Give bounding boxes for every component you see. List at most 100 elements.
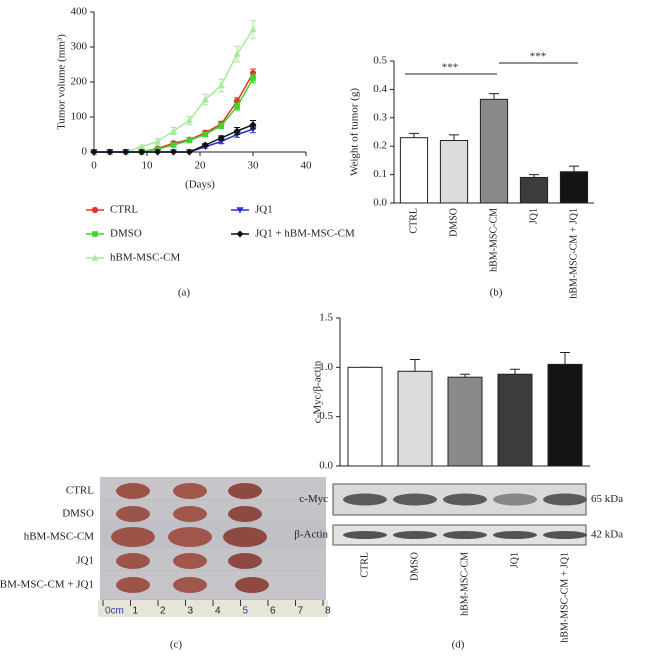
marker (170, 148, 177, 156)
panel-label: (c) (170, 639, 183, 651)
bar (547, 363, 583, 467)
marker (92, 231, 98, 237)
blot-band (543, 531, 587, 539)
tumor (116, 506, 150, 522)
marker (91, 206, 99, 214)
error-bar (410, 358, 420, 372)
marker (249, 126, 257, 133)
y-tick-label: 1.5 (319, 312, 333, 324)
error-bar (569, 165, 579, 172)
x-tick-label: hBM-MSC-CM + JQ1 (559, 552, 570, 643)
ruler-label: 6 (270, 606, 276, 617)
marker (154, 148, 162, 156)
x-tick-label: 30 (248, 160, 260, 172)
marker (170, 142, 177, 148)
row-label: DMSO (62, 508, 94, 520)
y-axis-label: c-Myc/β-actin (312, 360, 324, 423)
legend-label: CTRL (110, 204, 138, 216)
y-tick-label: 0.4 (373, 83, 387, 95)
legend-label: JQ1 + hBM-MSC-CM (255, 228, 355, 240)
marker (138, 148, 146, 156)
marker (170, 127, 177, 134)
marker (122, 148, 130, 156)
marker (234, 103, 240, 110)
annotation: *** (530, 51, 547, 63)
y-tick-label: 300 (71, 41, 88, 53)
ruler-label: 7 (298, 606, 304, 617)
marker (138, 143, 146, 150)
y-tick-label: 0.5 (319, 410, 333, 422)
error-bar (449, 134, 459, 141)
x-tick-label: hBM-MSC-CM (488, 208, 499, 272)
band-label: c-Myc (299, 493, 328, 505)
marker (185, 117, 193, 124)
tumor (173, 577, 207, 593)
bar (497, 373, 533, 467)
tumor (223, 527, 267, 547)
x-tick-label: CTRL (408, 208, 419, 234)
blot-band (493, 531, 537, 539)
y-tick-label: 0.0 (319, 460, 333, 472)
y-tick-label: 0.2 (373, 140, 387, 152)
marker (249, 26, 257, 33)
tumor (235, 577, 269, 593)
row-label: JQ1 (76, 555, 94, 567)
row-label: hBM-MSC-CM + JQ1 (0, 579, 94, 591)
bar (479, 98, 509, 204)
tumor (228, 506, 262, 522)
marker (217, 82, 225, 89)
marker (201, 96, 209, 103)
marker (217, 134, 225, 142)
x-tick-label: 20 (195, 160, 207, 172)
blot-band (343, 493, 387, 506)
x-tick-label: DMSO (409, 552, 420, 581)
x-tick-label: hBM-MSC-CM (459, 552, 470, 616)
marker (236, 207, 244, 214)
legend-label: JQ1 (255, 204, 273, 216)
x-axis-label: (Days) (185, 179, 215, 191)
y-axis-label: Tumor volume (mm³) (56, 34, 68, 130)
band-size: 65 kDa (591, 493, 623, 505)
ruler-label: 1 (133, 606, 139, 617)
ruler-label: 5 (243, 606, 249, 617)
marker (185, 148, 193, 156)
blot-band (443, 531, 487, 539)
x-tick-label: hBM-MSC-CM + JQ1 (568, 208, 579, 299)
error-bar (489, 93, 499, 100)
tumor (228, 483, 262, 499)
y-tick-label: 200 (71, 76, 88, 88)
tumor (111, 527, 155, 547)
bar (397, 370, 433, 467)
x-tick-label: 40 (301, 160, 313, 172)
blot-band (343, 531, 387, 539)
error-bar (560, 352, 570, 365)
x-tick-label: CTRL (359, 552, 370, 578)
marker (202, 131, 209, 138)
x-tick-label: JQ1 (528, 208, 539, 224)
bar (399, 137, 429, 204)
marker (249, 121, 257, 129)
legend-label: DMSO (110, 228, 142, 240)
tumor (116, 577, 150, 593)
blot-band (393, 493, 437, 506)
y-tick-label: 0.1 (373, 168, 387, 180)
tumor (173, 553, 207, 569)
y-tick-label: 100 (71, 111, 88, 123)
blot-band (493, 493, 537, 506)
tumor (173, 483, 207, 499)
blot-band (543, 493, 587, 506)
x-tick-label: JQ1 (509, 552, 520, 568)
blot-band (393, 531, 437, 539)
band-size: 42 kDa (591, 529, 623, 541)
x-tick-label: DMSO (448, 208, 459, 237)
marker (233, 50, 241, 57)
ruler-label: 4 (215, 606, 221, 617)
marker (249, 70, 257, 77)
tumor (173, 506, 207, 522)
marker (218, 122, 224, 129)
marker (91, 254, 99, 261)
marker (201, 141, 209, 149)
ruler-label: 2 (160, 606, 166, 617)
ruler-label: 0cm (105, 606, 124, 617)
